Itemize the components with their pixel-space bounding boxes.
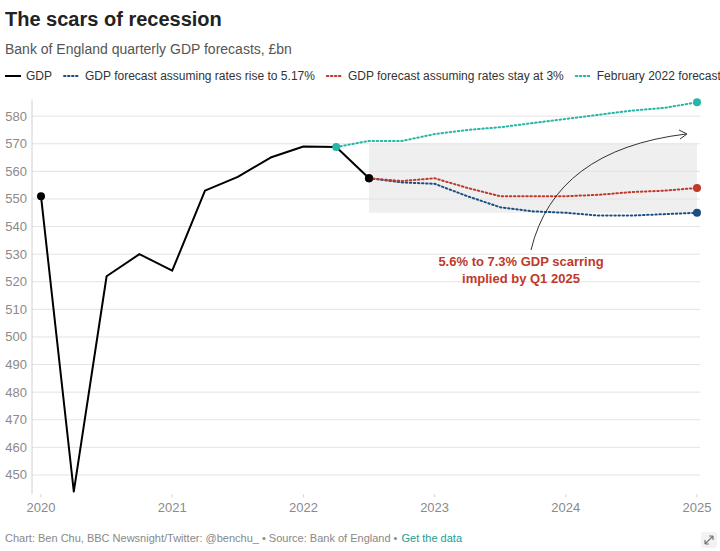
x-tick — [434, 494, 435, 497]
grid-line — [32, 364, 700, 365]
y-tick-label: 480 — [5, 385, 27, 400]
y-tick-label: 570 — [5, 136, 27, 151]
expand-icon-bg — [701, 532, 717, 548]
grid-line — [32, 226, 700, 227]
legend-label: GDP forecast assuming rates stay at 3% — [348, 69, 564, 83]
x-tick — [172, 494, 173, 497]
y-tick-label: 540 — [5, 219, 27, 234]
y-tick-label: 550 — [5, 191, 27, 206]
footer: Chart: Ben Chu, BBC Newsnight/Twitter: @… — [5, 532, 463, 544]
grid-line — [32, 447, 700, 448]
grid-line — [32, 336, 700, 337]
y-tick-label: 530 — [5, 247, 27, 262]
annotation-text: 5.6% to 7.3% GDP scarring — [438, 254, 603, 269]
x-tick-label: 2022 — [289, 500, 318, 515]
title: The scars of recession — [5, 8, 222, 30]
grid-line — [32, 474, 700, 475]
x-tick-label: 2021 — [158, 500, 187, 515]
highlight-region — [369, 144, 697, 213]
y-tick-label: 450 — [5, 467, 27, 482]
expand-icon-arrows — [705, 536, 713, 544]
grid-line — [32, 392, 700, 393]
footer-credit: Chart: Ben Chu, BBC Newsnight/Twitter: @… — [5, 532, 398, 544]
y-tick-label: 470 — [5, 412, 27, 427]
grid-line — [32, 281, 700, 282]
legend: GDP GDP forecast assuming rates rise to 5… — [5, 69, 720, 83]
annotation-arrow — [531, 134, 686, 250]
y-tick-label: 520 — [5, 274, 27, 289]
y-axis: 450 460 470 480 490 500 510 520 530 540 550 560 570 5… — [5, 100, 700, 495]
end-point — [365, 174, 373, 182]
series-line — [369, 178, 697, 196]
x-tick-label: 2024 — [551, 500, 580, 515]
annotation-text: implied by Q1 2025 — [462, 271, 580, 286]
end-point — [37, 192, 45, 200]
annotation-arrowhead — [679, 130, 687, 139]
end-point — [693, 209, 701, 217]
y-tick-label: 580 — [5, 109, 27, 124]
grid-line — [32, 116, 700, 117]
y-tick-label: 510 — [5, 302, 27, 317]
legend-label: GDP — [26, 69, 52, 83]
y-tick-label: 460 — [5, 440, 27, 455]
grid-line — [32, 198, 700, 199]
x-tick-label: 2023 — [420, 500, 449, 515]
legend-label: GDP forecast assuming rates rise to 5.17… — [85, 69, 315, 83]
legend-swatch — [327, 75, 343, 77]
legend-swatch — [576, 75, 592, 77]
expand-icon[interactable] — [701, 532, 717, 548]
x-tick-label: 2020 — [27, 500, 56, 515]
series-line — [336, 102, 697, 147]
y-axis-line — [32, 100, 33, 495]
series-line — [41, 147, 369, 492]
annotation: 5.6% to 7.3% GDP scarring implied by Q1 2… — [438, 130, 687, 286]
end-point — [693, 184, 701, 192]
legend-swatch — [5, 75, 21, 77]
subtitle: Bank of England quarterly GDP forecasts,… — [5, 41, 292, 57]
grid-line — [32, 419, 700, 420]
end-point — [693, 98, 701, 106]
end-point — [365, 174, 373, 182]
chart: The scars of recession Bank of England qu… — [0, 0, 720, 551]
plot-area — [37, 98, 701, 491]
x-tick-label: 2025 — [683, 500, 712, 515]
grid-line — [32, 143, 700, 144]
legend-swatch — [64, 75, 80, 77]
x-axis: 2020 2021 2022 2023 2024 2025 — [27, 494, 712, 515]
y-tick-label: 560 — [5, 164, 27, 179]
end-point — [332, 143, 340, 151]
footer-link[interactable]: Get the data — [401, 532, 462, 544]
grid-line — [32, 309, 700, 310]
x-tick — [565, 494, 566, 497]
legend-label: February 2022 forecast — [597, 69, 720, 83]
grid-line — [32, 171, 700, 172]
end-point — [365, 174, 373, 182]
y-tick-label: 500 — [5, 329, 27, 344]
y-tick-label: 490 — [5, 357, 27, 372]
x-tick — [41, 494, 42, 497]
x-tick — [303, 494, 304, 497]
series-line — [369, 178, 697, 215]
x-tick — [697, 494, 698, 497]
